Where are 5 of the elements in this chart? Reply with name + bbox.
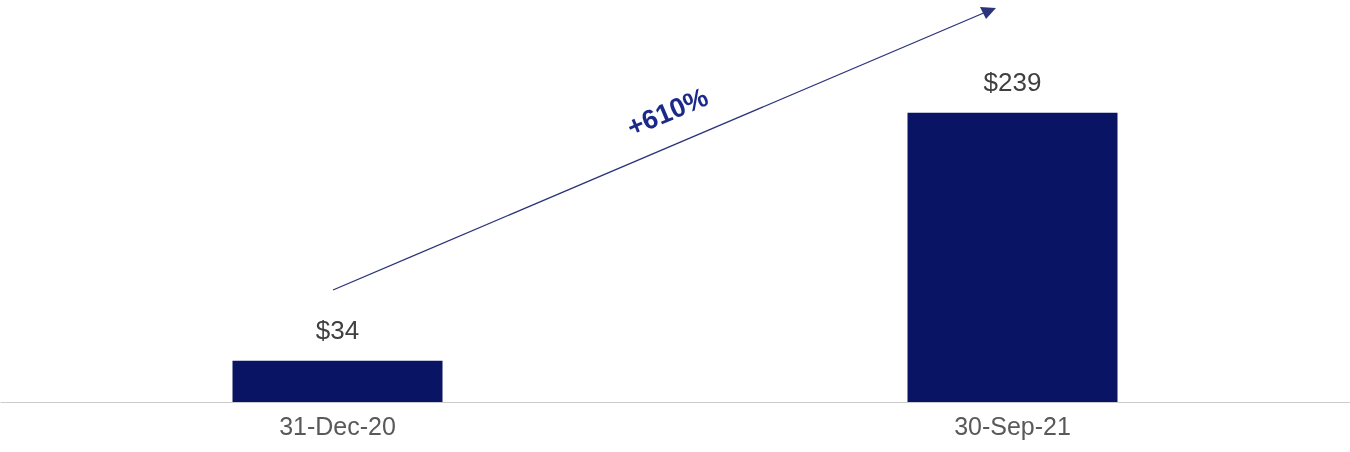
annotation: +610% — [622, 81, 713, 143]
data-label: $34 — [315, 314, 360, 345]
data-label: $239 — [983, 66, 1042, 97]
x-tick-label: 31-Dec-20 — [279, 411, 396, 440]
x-tick-label: 30-Sep-21 — [954, 411, 1071, 440]
